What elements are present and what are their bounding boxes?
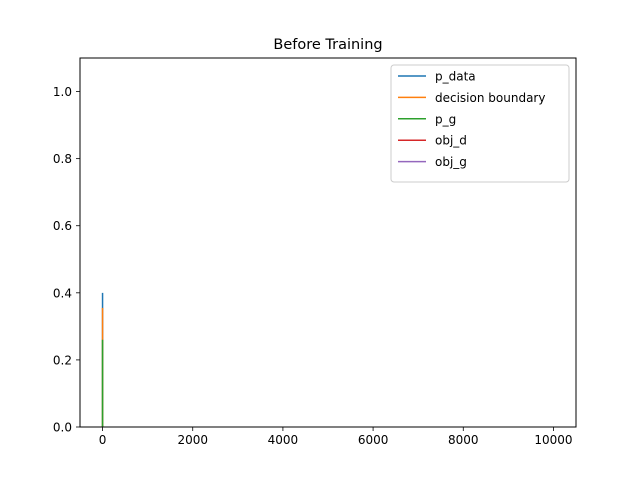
x-tick-label: 10000	[534, 433, 572, 447]
plot-area: 0 2000 4000 6000 8000 10000 0.0 0.2 0.4 0.6 0.8 1.…	[53, 57, 577, 447]
x-tick-label: 2000	[177, 433, 208, 447]
x-tick-label: 0	[99, 433, 107, 447]
y-tick-label: 0.4	[53, 286, 72, 300]
legend: p_data decision boundary p_g obj_d obj_g	[390, 64, 570, 183]
x-tick-label: 4000	[268, 433, 299, 447]
legend-label: p_data	[435, 70, 476, 84]
x-axis-ticks: 0 2000 4000 6000 8000 10000	[99, 427, 573, 447]
y-tick-label: 0.8	[53, 152, 72, 166]
legend-label: obj_d	[435, 134, 467, 148]
x-tick-label: 6000	[358, 433, 389, 447]
y-tick-label: 0.0	[53, 421, 72, 435]
legend-label: obj_g	[435, 155, 467, 169]
y-axis-ticks: 0.0 0.2 0.4 0.6 0.8 1.0	[53, 85, 80, 435]
legend-label: p_g	[435, 112, 456, 126]
x-tick-label: 8000	[448, 433, 479, 447]
axes-frame	[79, 57, 577, 428]
chart-title: Before Training	[273, 37, 382, 53]
y-tick-label: 0.6	[53, 219, 72, 233]
y-tick-label: 0.2	[53, 353, 72, 367]
legend-box	[390, 64, 570, 183]
y-tick-label: 1.0	[53, 85, 72, 99]
legend-label: decision boundary	[435, 91, 545, 105]
